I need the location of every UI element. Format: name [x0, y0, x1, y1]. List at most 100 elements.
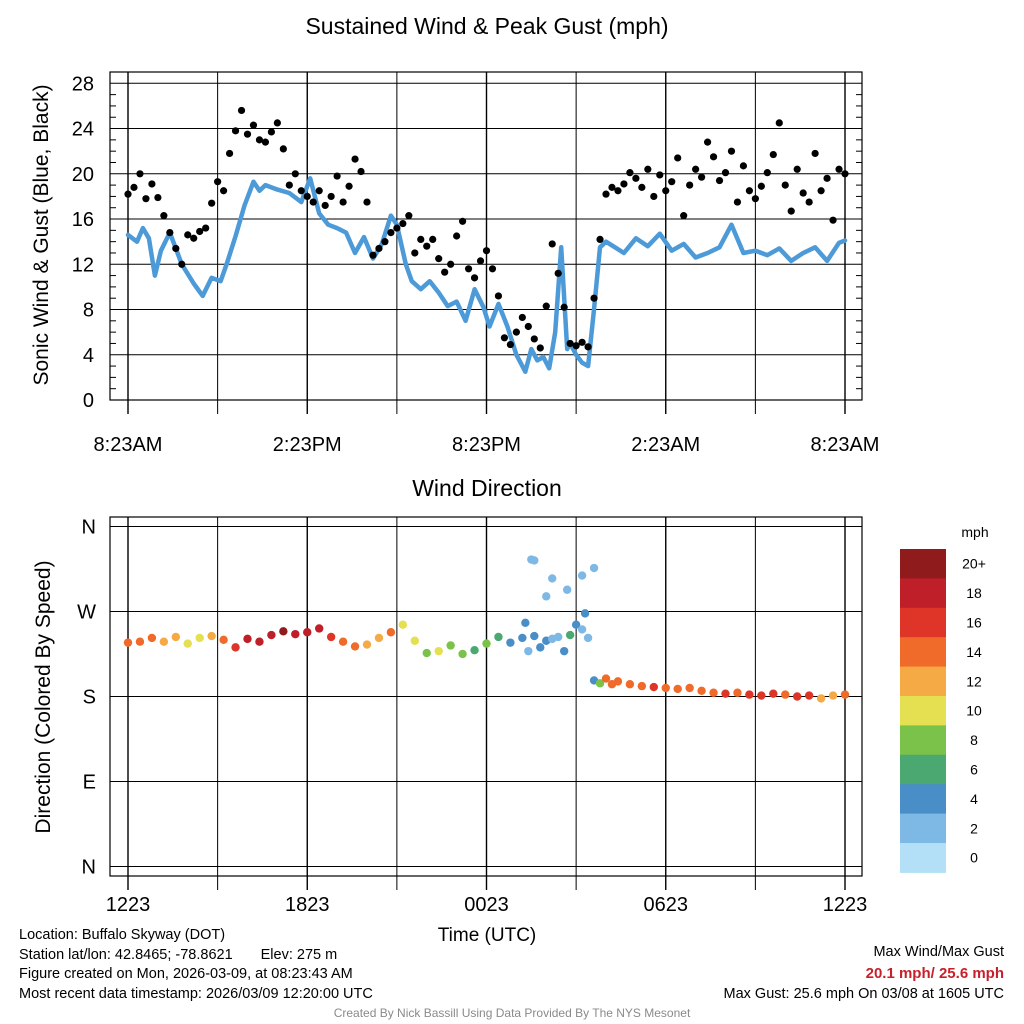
direction-point [721, 689, 730, 698]
colorbar-label: 12 [966, 673, 982, 689]
bottom-chart-title: Wind Direction [412, 475, 562, 501]
gust-point [196, 227, 204, 236]
gust-point [190, 234, 198, 242]
direction-point [637, 681, 647, 691]
colorbar-swatches: 20+ 18 16 14 12 10 8 6 4 2 0 [900, 549, 986, 873]
direction-point [482, 639, 491, 648]
location-text: Location: Buffalo Skyway (DOT) [19, 927, 226, 943]
bottom-chart-ylabel: Direction (Colored By Speed) [32, 560, 55, 833]
top-chart-ylabel: Sonic Wind & Gust (Blue, Black) [30, 84, 53, 385]
direction-point [673, 684, 682, 694]
gust-point [614, 187, 622, 195]
direction-point [804, 691, 814, 700]
gust-point [674, 154, 682, 162]
gust-point [554, 269, 562, 277]
colorbar-label: 18 [966, 585, 982, 601]
gust-point [393, 224, 401, 232]
y-tick-label: 4 [83, 345, 94, 367]
colorbar-label: 16 [966, 615, 982, 631]
gust-point [178, 260, 186, 268]
x-tick-label: 2:23AM [631, 434, 700, 456]
y-tick-label: 20 [72, 164, 94, 186]
gust-point [823, 174, 831, 182]
direction-point [530, 556, 539, 565]
direction-point [571, 620, 581, 629]
gust-point [291, 170, 299, 178]
gust-point [363, 198, 371, 206]
colorbar-swatch [900, 637, 946, 668]
x-tick-label: 0623 [644, 894, 689, 916]
colorbar-swatch [900, 725, 946, 756]
gust-point [715, 176, 724, 185]
gust-point [243, 130, 252, 138]
gust-point [703, 138, 712, 146]
colorbar-swatch [900, 607, 946, 638]
gust-point [590, 294, 598, 302]
gust-point [339, 198, 347, 206]
gust-point [220, 187, 228, 195]
gust-point [626, 169, 634, 177]
direction-point [685, 683, 694, 693]
colorbar-swatch [900, 784, 946, 815]
y-tick-label: 12 [72, 254, 94, 276]
latlon-row: Station lat/lon: 42.8465; -78.8621 Elev: … [19, 946, 373, 966]
gust-point [757, 182, 765, 190]
gust-point [530, 335, 538, 343]
direction-point [374, 633, 384, 643]
direction-points [123, 555, 850, 703]
direction-point [207, 631, 216, 641]
gust-point [261, 138, 270, 146]
gust-point [787, 207, 795, 215]
gust-point [524, 322, 532, 331]
gust-point [841, 170, 849, 178]
direction-point [793, 692, 802, 701]
gust-point [835, 165, 843, 173]
gust-point [608, 183, 616, 191]
gust-point [267, 128, 275, 136]
direction-point [123, 638, 133, 647]
gust-point [429, 235, 437, 243]
direction-point [410, 636, 419, 645]
gust-point [375, 244, 383, 253]
top-chart-title: Sustained Wind & Peak Gust (mph) [305, 13, 668, 39]
colorbar-title: mph [961, 524, 988, 540]
gust-point [733, 198, 742, 206]
colorbar-swatch [900, 843, 946, 873]
gust-point [745, 187, 754, 195]
direction-point [530, 631, 539, 641]
gust-point [160, 212, 168, 220]
gust-point [548, 240, 556, 248]
direction-point [350, 642, 360, 651]
gust-point [584, 343, 592, 351]
direction-point [840, 690, 850, 699]
direction-point [565, 630, 575, 640]
y-tick-label: 28 [72, 73, 94, 95]
direction-point [506, 638, 515, 647]
gust-point [763, 169, 771, 177]
gust-point [602, 190, 610, 198]
gust-point [130, 183, 138, 191]
colorbar-swatch [900, 578, 946, 609]
direction-point [183, 639, 192, 648]
latlon-text: Station lat/lon: 42.8465; -78.8621 [19, 946, 233, 963]
direction-point [446, 641, 455, 650]
gust-point [441, 268, 449, 276]
elevation-text: Elev: 275 m [260, 946, 338, 963]
gust-point [453, 232, 461, 240]
direction-point [524, 646, 533, 656]
direction-point [255, 637, 264, 646]
gust-point [166, 229, 174, 237]
gust-point [345, 182, 353, 190]
direction-point [661, 683, 670, 693]
recent-data-text: Most recent data timestamp: 2026/03/09 1… [19, 985, 373, 1002]
gust-point [297, 187, 305, 195]
direction-point [470, 646, 479, 655]
max-label: Max Wind/Max Gust [873, 944, 1004, 960]
gust-point [680, 212, 688, 220]
direction-point [709, 688, 718, 697]
gust-point [656, 171, 664, 179]
direction-point [398, 620, 408, 629]
gust-point [423, 242, 431, 250]
gust-point [650, 192, 658, 201]
x-tick-label: 2:23PM [273, 434, 342, 456]
